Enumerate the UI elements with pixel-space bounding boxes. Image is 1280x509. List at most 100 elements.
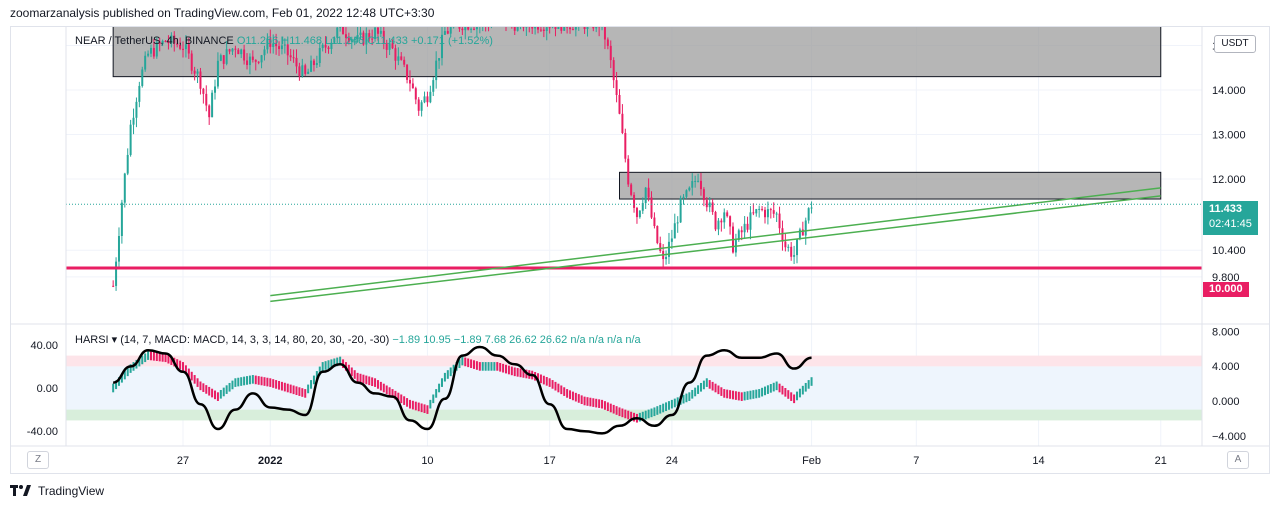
ha-candle bbox=[804, 382, 807, 392]
candle-body bbox=[429, 91, 432, 103]
scale-left-button[interactable]: Z bbox=[27, 451, 49, 469]
candle-body bbox=[781, 228, 784, 242]
candle-body bbox=[560, 27, 563, 31]
ha-candle bbox=[176, 359, 179, 368]
indicator-pane bbox=[66, 345, 1202, 435]
ha-candle bbox=[673, 398, 676, 408]
ha-candle bbox=[475, 361, 478, 370]
candle-body bbox=[685, 190, 688, 197]
ha-candle bbox=[394, 390, 397, 400]
candle-body bbox=[190, 53, 193, 71]
candle-body bbox=[659, 243, 662, 252]
ha-candle bbox=[440, 378, 443, 387]
ha-candle bbox=[115, 380, 118, 390]
ha-candle bbox=[196, 378, 199, 387]
ha-candle bbox=[246, 376, 249, 385]
candle-body bbox=[784, 241, 787, 248]
ha-candle bbox=[243, 376, 246, 386]
ha-candle bbox=[580, 395, 583, 405]
ha-candle bbox=[408, 399, 411, 409]
candle-body bbox=[132, 117, 135, 125]
support-price-badge: 10.000 bbox=[1203, 282, 1249, 297]
x-tick-label: 21 bbox=[1155, 455, 1167, 467]
candle-body bbox=[528, 17, 530, 25]
ha-candle bbox=[280, 381, 283, 391]
ha-candle bbox=[310, 380, 313, 389]
ha-candle bbox=[566, 389, 569, 398]
ha-candle bbox=[775, 381, 778, 391]
candle-body bbox=[388, 43, 391, 50]
ha-candle bbox=[312, 375, 315, 385]
candle-body bbox=[414, 88, 417, 100]
candle-body bbox=[263, 49, 266, 56]
candle-body bbox=[705, 200, 708, 208]
ha-candle bbox=[385, 385, 388, 395]
ha-candle bbox=[571, 391, 574, 401]
candle-body bbox=[312, 60, 315, 66]
candle-body bbox=[525, 27, 528, 28]
candle-body bbox=[633, 194, 636, 208]
ha-candle bbox=[510, 366, 513, 376]
main-legend[interactable]: NEAR / TetherUS, 4h, BINANCE O11.266 H11… bbox=[75, 35, 493, 47]
rsi-band bbox=[66, 355, 1202, 367]
price-pane bbox=[66, 17, 1202, 446]
ha-candle bbox=[711, 381, 714, 391]
candle-body bbox=[456, 21, 458, 24]
candle-body bbox=[539, 29, 542, 31]
candle-body bbox=[569, 27, 572, 30]
x-tick-label: 17 bbox=[544, 455, 556, 467]
ha-candle bbox=[688, 392, 691, 401]
ha-candle bbox=[638, 412, 641, 422]
currency-button[interactable]: USDT bbox=[1214, 35, 1256, 53]
candle-body bbox=[635, 207, 638, 218]
ha-candle bbox=[333, 358, 336, 368]
ha-candle bbox=[801, 385, 804, 395]
candle-body bbox=[537, 27, 540, 30]
candle-body bbox=[508, 20, 510, 27]
candle-body bbox=[272, 43, 275, 47]
candle-body bbox=[214, 86, 217, 93]
candle-body bbox=[796, 239, 799, 256]
indicator-right-tick: 4.000 bbox=[1212, 361, 1240, 373]
candle-body bbox=[248, 56, 251, 66]
ha-candle bbox=[618, 407, 621, 417]
ha-candle bbox=[147, 351, 150, 360]
ha-candle bbox=[507, 365, 510, 375]
candle-body bbox=[766, 209, 769, 218]
candle-body bbox=[801, 229, 804, 236]
ha-candle bbox=[563, 387, 566, 396]
candle-body bbox=[592, 27, 595, 29]
candle-body bbox=[790, 246, 793, 257]
candle-body bbox=[353, 38, 356, 40]
ha-candle bbox=[307, 384, 310, 394]
ha-candle bbox=[793, 394, 796, 404]
ha-candle bbox=[810, 377, 813, 386]
ha-candle bbox=[278, 380, 281, 390]
candle-body bbox=[729, 216, 732, 227]
ha-candle bbox=[179, 360, 182, 370]
ha-candle bbox=[720, 387, 723, 396]
candle-body bbox=[531, 27, 534, 29]
candle-body bbox=[699, 180, 702, 190]
tradingview-logo-icon bbox=[10, 485, 31, 496]
ha-candle bbox=[251, 375, 254, 384]
ha-candle bbox=[481, 362, 484, 371]
candle-body bbox=[254, 59, 257, 62]
candle-body bbox=[778, 213, 781, 229]
candle-body bbox=[170, 35, 173, 44]
candle-body bbox=[708, 202, 711, 208]
ha-candle bbox=[152, 352, 155, 361]
footer[interactable]: TradingView bbox=[10, 484, 104, 498]
candle-body bbox=[234, 48, 237, 50]
candle-body bbox=[382, 30, 385, 44]
ha-candle bbox=[295, 386, 298, 396]
ha-candle bbox=[627, 410, 630, 420]
auto-scale-button[interactable]: A bbox=[1227, 451, 1249, 469]
candle-body bbox=[743, 223, 746, 233]
indicator-legend[interactable]: HARSI ▾ (14, 7, MACD: MACD, 14, 3, 3, 14… bbox=[75, 333, 641, 346]
ha-candle bbox=[452, 364, 455, 374]
ha-candle bbox=[761, 387, 764, 397]
ha-candle bbox=[182, 362, 184, 371]
indicator-plot bbox=[66, 345, 1202, 435]
candle-body bbox=[138, 85, 141, 102]
